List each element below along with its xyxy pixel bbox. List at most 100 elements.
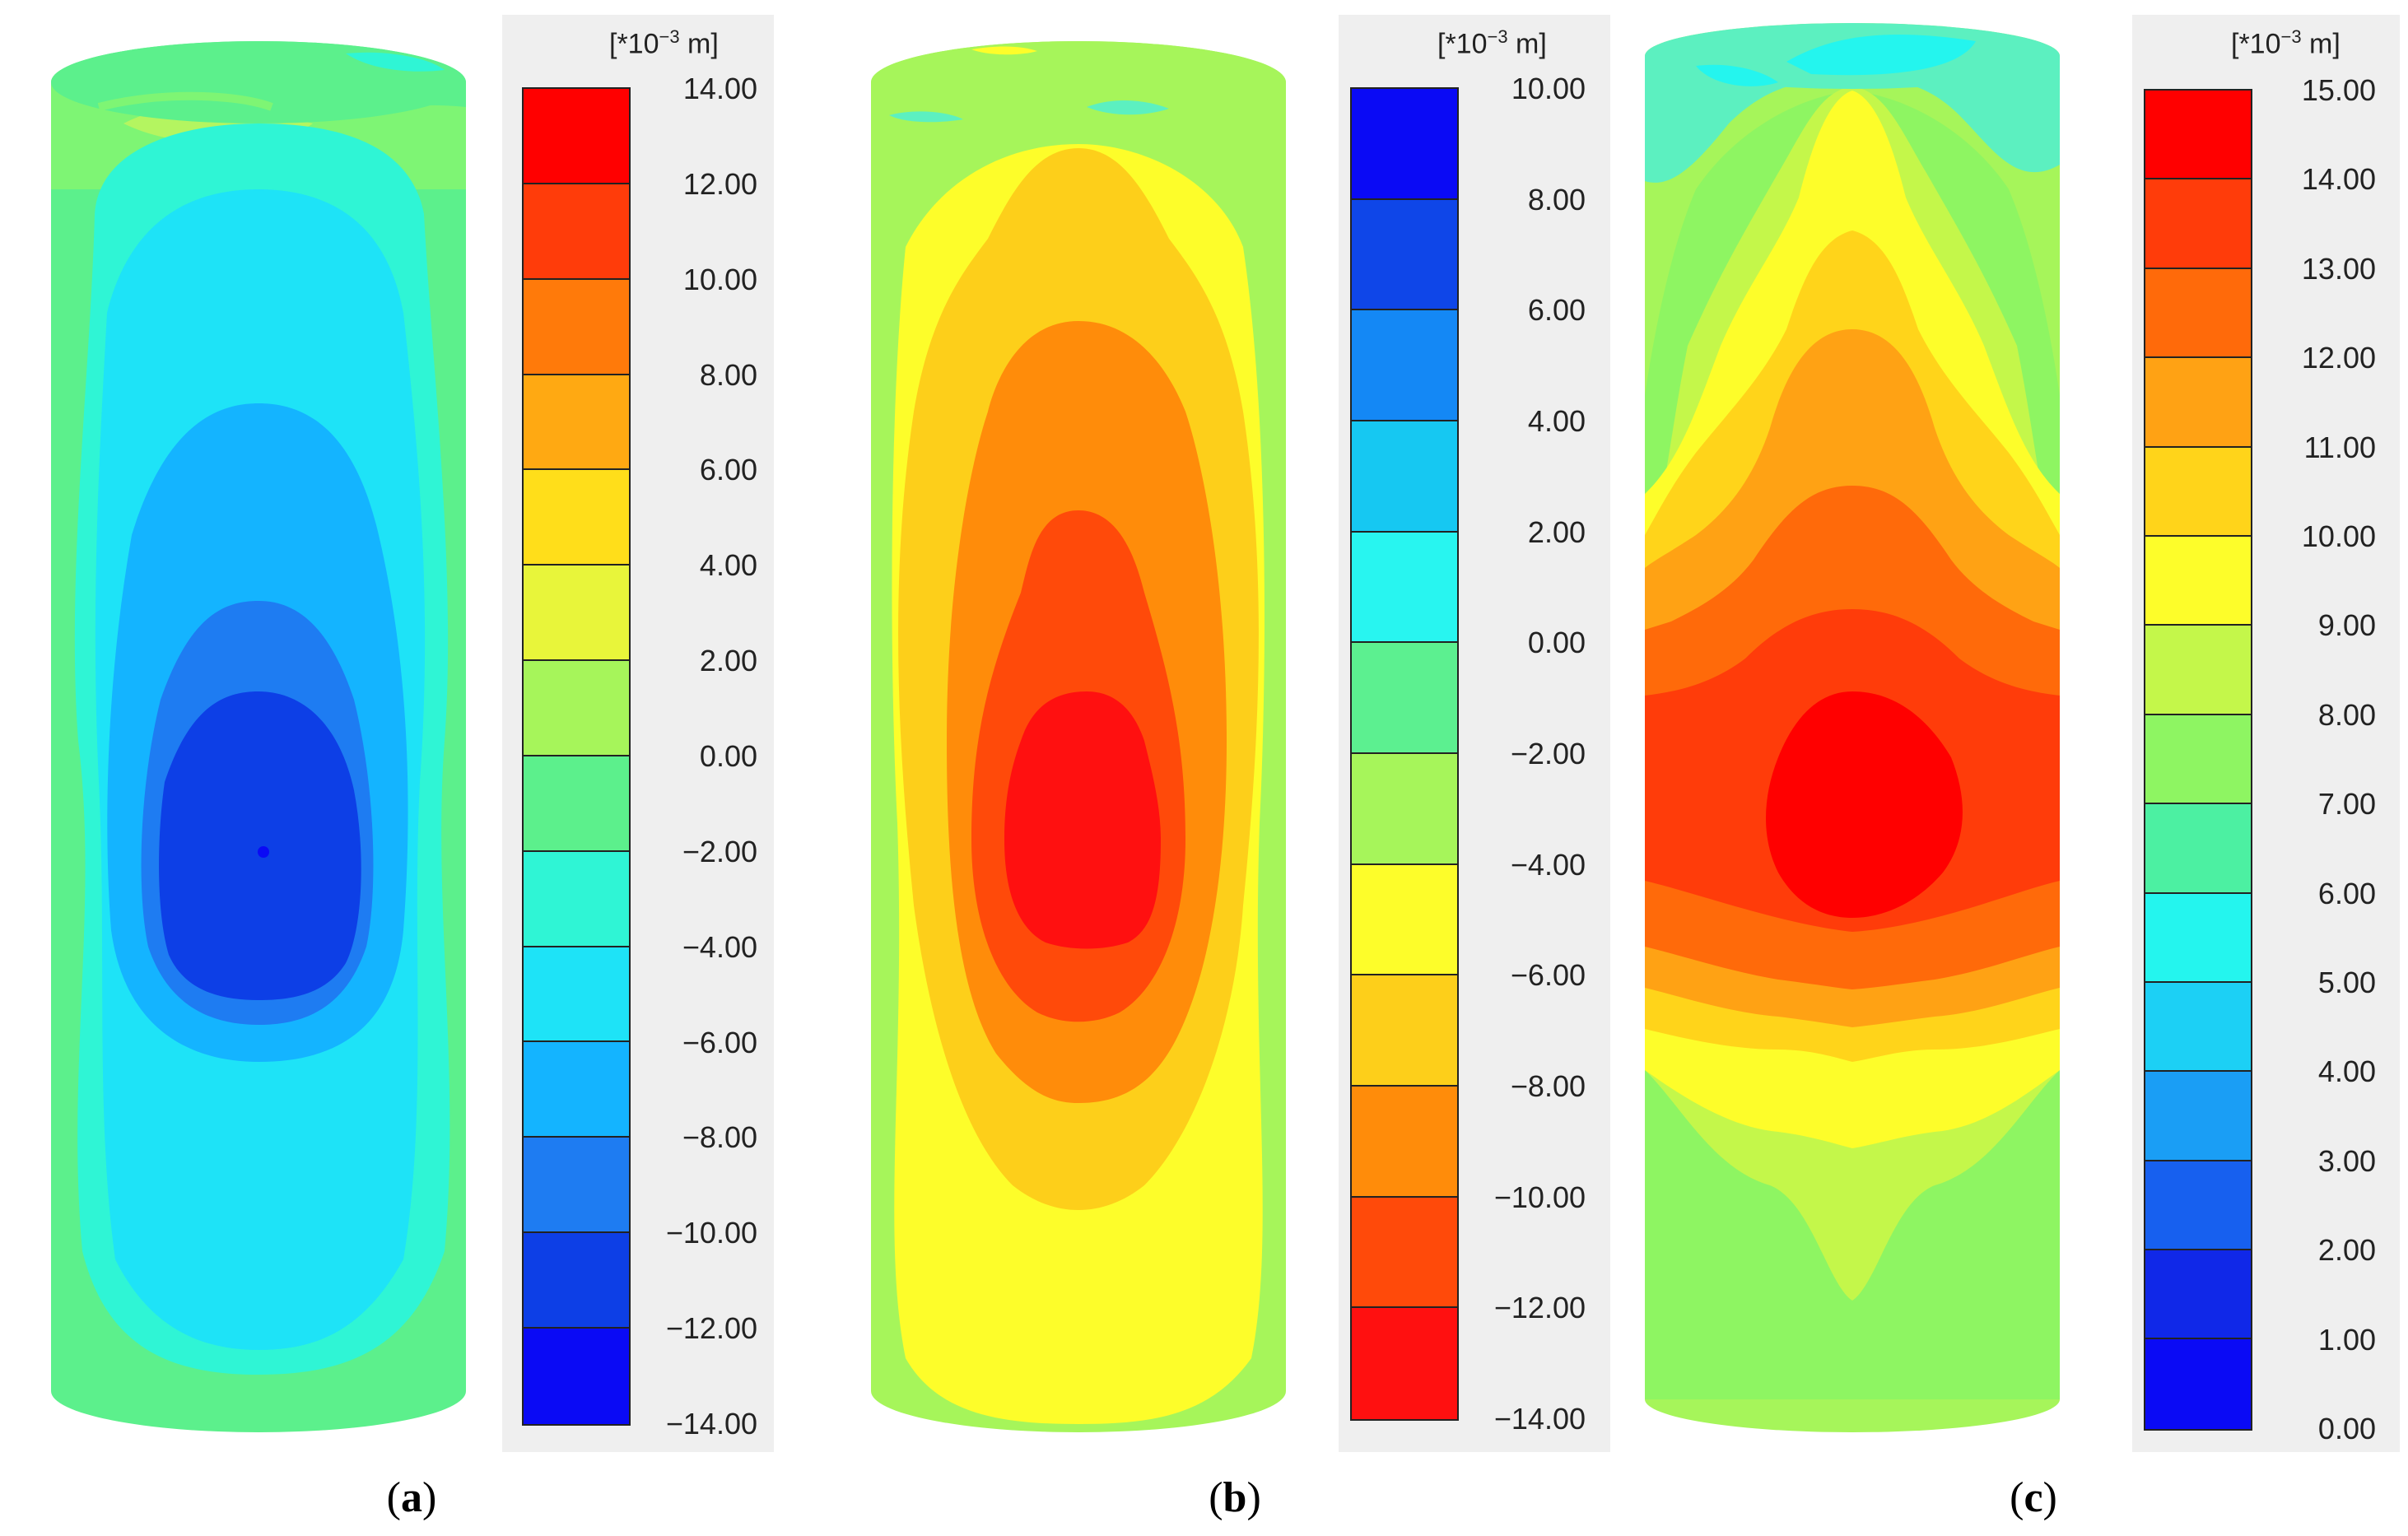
legend-c-swatch bbox=[2145, 1161, 2251, 1251]
legend-b-swatch bbox=[1352, 1086, 1457, 1198]
legend-b-tick-label: 6.00 bbox=[1527, 293, 1586, 328]
legend-c-swatch bbox=[2145, 804, 2251, 894]
legend-c-tick-label: 9.00 bbox=[2317, 608, 2376, 643]
legend-c-tick-label: 7.00 bbox=[2317, 787, 2376, 822]
legend-c-tick-label: 10.00 bbox=[2301, 519, 2376, 553]
caption-c: (c) bbox=[2010, 1474, 2057, 1521]
legend-a-tick-label: −8.00 bbox=[682, 1120, 757, 1155]
legend-c-tick-label: 5.00 bbox=[2317, 966, 2376, 999]
legend-c-swatch bbox=[2145, 179, 2251, 269]
legend-b-tick-label: −4.00 bbox=[1510, 847, 1586, 882]
legend-a-colorbar bbox=[522, 87, 631, 1426]
legend-a-swatch bbox=[524, 947, 629, 1043]
legend-c-swatch bbox=[2145, 358, 2251, 448]
legend-a-tick-label: 8.00 bbox=[699, 357, 757, 392]
legend-c-swatch bbox=[2145, 714, 2251, 805]
legend-b-colorbar bbox=[1350, 87, 1459, 1421]
legend-b-tick-label: 0.00 bbox=[1527, 626, 1586, 660]
legend-c-swatch bbox=[2145, 1250, 2251, 1340]
legend-b-tick-label: −6.00 bbox=[1510, 958, 1586, 993]
legend-c-swatch bbox=[2145, 893, 2251, 983]
legend-a-tick-label: 2.00 bbox=[699, 644, 757, 678]
legend-b-swatch bbox=[1352, 864, 1457, 976]
legend-c-tick-label: 1.00 bbox=[2317, 1322, 2376, 1357]
legend-a-tick-label: −6.00 bbox=[682, 1025, 757, 1059]
legend-a-swatch bbox=[524, 375, 629, 471]
legend-a-swatch bbox=[524, 184, 629, 280]
legend-c-swatch bbox=[2145, 91, 2251, 180]
legend-c-colorbar bbox=[2144, 89, 2252, 1431]
legend-c-tick-label: 3.00 bbox=[2317, 1143, 2376, 1178]
legend-c-swatch bbox=[2145, 1072, 2251, 1161]
legend-a-swatch bbox=[524, 851, 629, 947]
legend-b-tick-label: −10.00 bbox=[1493, 1180, 1586, 1214]
legend-c-tick-label: 8.00 bbox=[2317, 697, 2376, 732]
legend-b-unit: [*10−3 m] bbox=[1437, 26, 1547, 60]
legend-b-swatch bbox=[1352, 199, 1457, 311]
legend-b-swatch bbox=[1352, 532, 1457, 644]
legend-c-tick-label: 4.00 bbox=[2317, 1054, 2376, 1089]
legend-c-tick-label: 12.00 bbox=[2301, 341, 2376, 375]
legend-b-tick-label: 10.00 bbox=[1511, 72, 1586, 105]
legend-b-swatch bbox=[1352, 89, 1457, 200]
legend-b-swatch bbox=[1352, 753, 1457, 865]
legend-b-tick-label: 2.00 bbox=[1527, 514, 1586, 549]
legend-b-ticks: 10.00 8.00 6.00 4.00 2.00 0.00 −2.00 −4.00 −6.00… bbox=[1462, 0, 1602, 1536]
legend-a-tick-label: 12.00 bbox=[682, 166, 757, 201]
legend-b-tick-label: −14.00 bbox=[1493, 1402, 1586, 1436]
cylinder-c bbox=[1645, 23, 2060, 1432]
legend-a-swatch bbox=[524, 566, 629, 662]
legend-c-swatch bbox=[2145, 626, 2251, 715]
legend-a-tick-label: 10.00 bbox=[682, 262, 757, 296]
caption-a: (a) bbox=[386, 1474, 437, 1521]
legend-a-tick-label: −14.00 bbox=[665, 1407, 757, 1441]
legend-a-swatch bbox=[524, 756, 629, 852]
legend-c-tick-label: 0.00 bbox=[2317, 1412, 2376, 1445]
legend-a-tick-label: −2.00 bbox=[682, 834, 757, 868]
legend-c-unit: [*10−3 m] bbox=[2231, 26, 2340, 60]
legend-c-swatch bbox=[2145, 1339, 2251, 1429]
legend-a-tick-label: 0.00 bbox=[699, 739, 757, 773]
legend-b-tick-label: 8.00 bbox=[1527, 182, 1586, 216]
legend-a-tick-label: 14.00 bbox=[682, 72, 757, 105]
legend-c-tick-label: 14.00 bbox=[2301, 162, 2376, 197]
legend-b-tick-label: 4.00 bbox=[1527, 404, 1586, 438]
legend-a-swatch bbox=[524, 1042, 629, 1138]
legend-a-ticks: 14.00 12.00 10.00 8.00 6.00 4.00 2.00 0.00 −2.00… bbox=[634, 0, 774, 1536]
legend-a-unit: [*10−3 m] bbox=[609, 26, 719, 60]
legend-b-swatch bbox=[1352, 421, 1457, 533]
legend-a-tick-label: −12.00 bbox=[665, 1311, 757, 1346]
cylinder-a bbox=[51, 41, 466, 1432]
legend-b-tick-label: −12.00 bbox=[1493, 1291, 1586, 1325]
legend-c-tick-label: 15.00 bbox=[2301, 73, 2376, 107]
legend-c-swatch bbox=[2145, 982, 2251, 1073]
legend-b-tick-label: −8.00 bbox=[1510, 1069, 1586, 1103]
legend-c-tick-label: 11.00 bbox=[2303, 430, 2376, 464]
legend-c-swatch bbox=[2145, 536, 2251, 626]
legend-a-swatch bbox=[524, 1138, 629, 1234]
legend-a-swatch bbox=[524, 1233, 629, 1329]
legend-c-tick-label: 6.00 bbox=[2317, 876, 2376, 910]
legend-a-swatch bbox=[524, 1328, 629, 1424]
legend-c-tick-label: 2.00 bbox=[2317, 1233, 2376, 1268]
legend-c-tick-label: 13.00 bbox=[2301, 251, 2376, 286]
legend-c-swatch bbox=[2145, 447, 2251, 537]
legend-a-tick-label: −4.00 bbox=[682, 929, 757, 964]
legend-b-swatch bbox=[1352, 975, 1457, 1087]
legend-b-swatch bbox=[1352, 643, 1457, 754]
legend-a-swatch bbox=[524, 89, 629, 184]
legend-a-tick-label: 4.00 bbox=[699, 548, 757, 583]
legend-c-ticks: 15.00 14.00 13.00 12.00 11.00 10.00 9.00 8.00 7.… bbox=[2252, 0, 2392, 1536]
legend-c-swatch bbox=[2145, 268, 2251, 359]
legend-b-swatch bbox=[1352, 310, 1457, 421]
caption-b: (b) bbox=[1209, 1474, 1261, 1521]
legend-a-swatch bbox=[524, 279, 629, 375]
legend-a-swatch bbox=[524, 661, 629, 756]
legend-a-swatch bbox=[524, 470, 629, 566]
legend-a-tick-label: 6.00 bbox=[699, 453, 757, 487]
cylinder-b bbox=[871, 41, 1286, 1432]
legend-b-swatch bbox=[1352, 1197, 1457, 1309]
legend-b-swatch bbox=[1352, 1308, 1457, 1419]
